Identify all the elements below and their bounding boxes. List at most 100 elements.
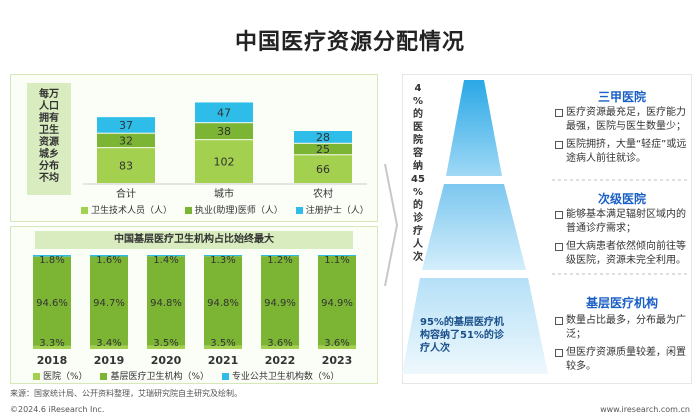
share-bar-primary-2020 <box>147 256 185 346</box>
pyramid-bottom-tier <box>402 278 548 374</box>
base-note: 95%的基层医疗机构容纳了51%的诊疗人次 <box>420 317 504 354</box>
category-label-1: 城市 <box>214 187 234 200</box>
share-bar-public-2020 <box>147 255 185 257</box>
source-note: 来源：国家统计局、公开资料整理，艾瑞研究院自主研究及绘制。 <box>10 389 242 398</box>
tier-list-middle: 能够基本满足辐射区域内的普通诊疗需求； 但大病患者依然倾向前往等级医院，资源未完… <box>554 208 690 272</box>
legend-label-tech: 卫生技术人员（人） <box>91 206 173 216</box>
share-bar-public-2022 <box>261 255 299 257</box>
legend-item-primary: 基层医疗卫生机构（%） <box>100 372 209 382</box>
bar-label-tech-1: 102 <box>214 156 235 169</box>
tier-top-item-2: 医院拥挤，大量“轻症”或远途病人前往就诊。 <box>554 138 690 166</box>
institution-share-subtitle: 中国基层医疗卫生机构占比始终最大 <box>35 231 353 249</box>
share-label-hospital-2018: 3.3% <box>39 338 64 349</box>
tier-middle-item-1: 能够基本满足辐射区域内的普通诊疗需求； <box>554 208 690 236</box>
share-label-hospital-2019: 3.4% <box>96 338 121 349</box>
share-label-hospital-2022: 3.6% <box>267 338 292 349</box>
category-label-0: 合计 <box>116 187 136 200</box>
legend-label-primary: 基层医疗卫生机构（%） <box>110 372 209 382</box>
bar-label-nurse-2: 28 <box>316 131 330 144</box>
legend-swatch-doctor <box>184 207 192 214</box>
bar-doctor-1 <box>195 123 253 140</box>
tier-middle-item-2: 但大病患者依然倾向前往等级医院，资源未完全利用。 <box>554 240 690 268</box>
share-bar-public-2023 <box>318 255 356 257</box>
tier-list-top: 医疗资源最充足，医疗能力最强，医院与医生数量少； 医院拥挤，大量“轻症”或远途病… <box>554 106 690 170</box>
share-bar-hospital-2020 <box>147 345 185 349</box>
legend-swatch-nurse <box>295 207 303 214</box>
share-label-primary-2021: 94.8% <box>207 298 239 309</box>
share-bar-public-2021 <box>204 255 242 257</box>
share-label-hospital-2021: 3.5% <box>210 338 235 349</box>
pyramid-top-tier <box>446 80 502 176</box>
year-label-2018: 2018 <box>37 354 68 367</box>
share-label-public-2018: 1.8% <box>39 255 64 266</box>
share-bar-public-2019 <box>90 255 128 257</box>
legend-swatch-public <box>221 373 229 380</box>
bar-doctor-0 <box>97 133 155 148</box>
share-bar-hospital-2023 <box>318 345 356 349</box>
institution-legend: 医院（%） 基层医疗卫生机构（%） 专业公共卫生机构数（%） <box>33 369 339 382</box>
share-bar-public-2018 <box>33 255 71 257</box>
share-label-primary-2022: 94.9% <box>264 298 296 309</box>
tier-top-item-1: 医疗资源最充足，医疗能力最强，医院与医生数量少； <box>554 106 690 134</box>
legend-item-public: 专业公共卫生机构数（%） <box>221 372 340 382</box>
bar-tech-1 <box>195 140 253 183</box>
share-bar-primary-2023 <box>318 256 356 346</box>
side-label-box <box>27 83 71 195</box>
share-bar-hospital-2018 <box>33 345 71 349</box>
vertical-note: 4 % 的 医 院 容 纳 45 % 的 诊 疗 人 次 <box>411 83 425 263</box>
resource-legend: 卫生技术人员（人） 执业(助理)医师（人） 注册护士（人） <box>81 203 369 216</box>
year-label-2021: 2021 <box>208 354 239 367</box>
institution-share-panel: 中国基层医疗卫生机构占比始终最大 1.8% 94.6% 3.3% 2018 1.6% 94… <box>10 226 378 384</box>
share-bar-primary-2018 <box>33 256 71 346</box>
legend-swatch-primary <box>100 373 108 380</box>
resource-distribution-panel: 每万 人口 拥有 卫生 资源 城乡 分布 不均 83 32 37 合计 102 38 47 城… <box>10 74 378 222</box>
legend-label-public: 专业公共卫生机构数（%） <box>231 372 340 382</box>
share-bar-hospital-2021 <box>204 345 242 349</box>
legend-swatch-hospital <box>33 373 40 380</box>
share-label-hospital-2023: 3.6% <box>324 338 349 349</box>
bar-label-doctor-0: 32 <box>119 134 133 147</box>
legend-item-hospital: 医院（%） <box>33 372 88 382</box>
year-label-2023: 2023 <box>322 354 353 367</box>
chevron-right-icon <box>384 163 399 287</box>
share-label-public-2019: 1.6% <box>96 255 121 266</box>
legend-swatch-tech <box>81 207 88 214</box>
bar-doctor-2 <box>294 143 352 155</box>
share-label-primary-2020: 94.8% <box>150 298 182 309</box>
website-link[interactable]: www.iresearch.com.cn <box>600 405 690 414</box>
legend-item-nurse: 注册护士（人） <box>295 206 369 216</box>
tier-list-bottom: 数量占比最多，分布最为广泛； 但医疗资源质量较差，闲置较多。 <box>554 314 690 378</box>
legend-label-nurse: 注册护士（人） <box>305 206 369 216</box>
share-bar-hospital-2019 <box>90 345 128 349</box>
tier-head-top: 三甲医院 <box>597 90 646 104</box>
share-bar-primary-2019 <box>90 256 128 346</box>
tier-head-bottom: 基层医疗机构 <box>585 296 658 310</box>
legend-label-hospital: 医院（%） <box>43 372 88 382</box>
share-label-primary-2023: 94.9% <box>321 298 353 309</box>
bar-nurse-0 <box>97 117 155 133</box>
side-label: 每万 人口 拥有 卫生 资源 城乡 分布 不均 <box>39 89 59 184</box>
share-label-public-2021: 1.3% <box>210 255 235 266</box>
share-bar-primary-2022 <box>261 256 299 346</box>
share-label-primary-2019: 94.7% <box>93 298 125 309</box>
share-bar-primary-2021 <box>204 256 242 346</box>
category-label-2: 农村 <box>313 187 333 200</box>
share-label-public-2023: 1.1% <box>324 255 349 266</box>
legend-item-tech: 卫生技术人员（人） <box>81 206 172 216</box>
bar-tech-2 <box>294 155 352 183</box>
tier-head-middle: 次级医院 <box>597 192 646 206</box>
year-label-2022: 2022 <box>265 354 296 367</box>
share-label-hospital-2020: 3.5% <box>153 338 178 349</box>
share-bar-hospital-2022 <box>261 345 299 349</box>
copyright: ©2024.6 iResearch Inc. <box>10 405 105 414</box>
pyramid-middle-tier <box>422 184 526 270</box>
pyramid-graphic <box>402 80 688 374</box>
bar-nurse-2 <box>294 131 352 143</box>
bar-label-doctor-1: 38 <box>217 125 231 138</box>
bar-label-tech-2: 66 <box>316 163 330 176</box>
bar-label-nurse-0: 37 <box>119 119 133 132</box>
bar-label-doctor-2: 25 <box>316 143 330 156</box>
institution-share-chart: 1.8% 94.6% 3.3% 2018 1.6% 94.7% 3.4% 2019 1.4% 94… <box>33 255 356 367</box>
share-label-public-2022: 1.2% <box>267 255 292 266</box>
